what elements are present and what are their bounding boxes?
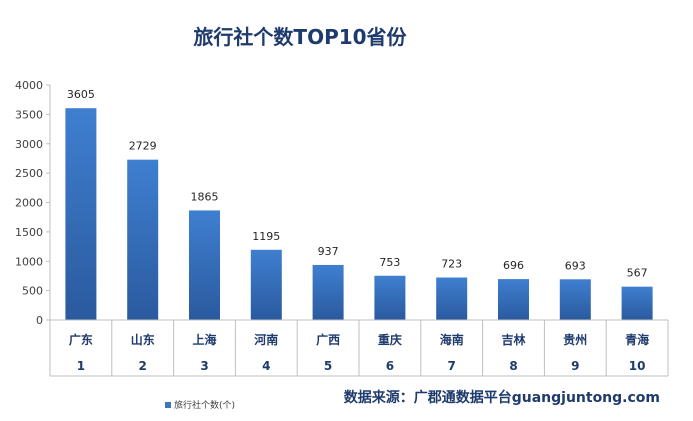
- y-tick-label: 0: [36, 314, 43, 327]
- y-tick-label: 2500: [15, 167, 43, 180]
- y-axis: 0 500 1000 1500 2000 2500 3000 3500 4000: [15, 79, 51, 327]
- rank-label: 7: [448, 359, 456, 373]
- y-tick-label: 2000: [15, 197, 43, 210]
- data-label: 937: [318, 245, 339, 258]
- source-text: 数据来源：广郡通数据平台guangjuntong.com: [344, 389, 660, 406]
- rank-label: 3: [200, 359, 208, 373]
- legend-label: 旅行社个数(个): [174, 399, 235, 411]
- data-label: 1865: [191, 190, 219, 203]
- category-label: 吉林: [501, 332, 525, 347]
- bar-8: [498, 279, 529, 320]
- rank-label: 10: [629, 359, 646, 373]
- y-tick-label: 3500: [15, 108, 43, 121]
- y-tick-label: 3000: [15, 138, 43, 151]
- x-axis: 广东 1 山东 2 上海 3 河南 4 广西 5 重庆 6 海南 7 吉林 8 贵州 9 青海 10: [49, 319, 669, 377]
- category-label: 上海: [192, 332, 216, 347]
- bar-7: [436, 277, 468, 320]
- data-label: 1195: [252, 230, 280, 243]
- rank-label: 5: [324, 359, 332, 373]
- data-label: 723: [441, 258, 462, 271]
- bar-5: [312, 264, 344, 320]
- rank-label: 6: [386, 359, 394, 373]
- rank-label: 8: [509, 359, 517, 373]
- rank-label: 2: [139, 359, 147, 373]
- category-label: 贵州: [563, 332, 587, 347]
- bar-9: [559, 279, 591, 320]
- bar-2: [127, 159, 159, 320]
- category-label: 重庆: [378, 332, 402, 347]
- legend-swatch: [165, 402, 171, 408]
- legend: 旅行社个数(个): [165, 399, 235, 411]
- y-tick-label: 500: [22, 285, 43, 298]
- y-tick-label: 1000: [15, 255, 43, 268]
- rank-label: 1: [77, 359, 85, 373]
- data-label: 753: [379, 256, 400, 269]
- bar-4: [250, 249, 282, 320]
- bar-3: [189, 210, 220, 320]
- category-label: 青海: [625, 332, 649, 347]
- rank-label: 4: [262, 359, 270, 373]
- category-label: 广东: [69, 332, 93, 347]
- data-label: 3605: [67, 88, 95, 101]
- bar-10: [621, 286, 653, 320]
- data-label: 696: [503, 259, 524, 272]
- data-label: 2729: [129, 140, 157, 153]
- category-label: 广西: [316, 332, 340, 347]
- chart-title: 旅行社个数TOP10省份: [193, 25, 407, 49]
- category-label: 河南: [253, 332, 278, 347]
- bar-1: [65, 108, 97, 320]
- category-label: 山东: [131, 332, 155, 347]
- bar-6: [374, 275, 406, 320]
- category-label: 海南: [440, 332, 464, 347]
- bars: 3605 2729 1865 1195 937 753 723 696 693 567: [65, 88, 653, 320]
- y-tick-label: 4000: [15, 79, 43, 92]
- rank-label: 9: [571, 359, 579, 373]
- y-tick-label: 1500: [15, 226, 43, 239]
- data-label: 693: [565, 259, 586, 272]
- data-label: 567: [627, 267, 648, 280]
